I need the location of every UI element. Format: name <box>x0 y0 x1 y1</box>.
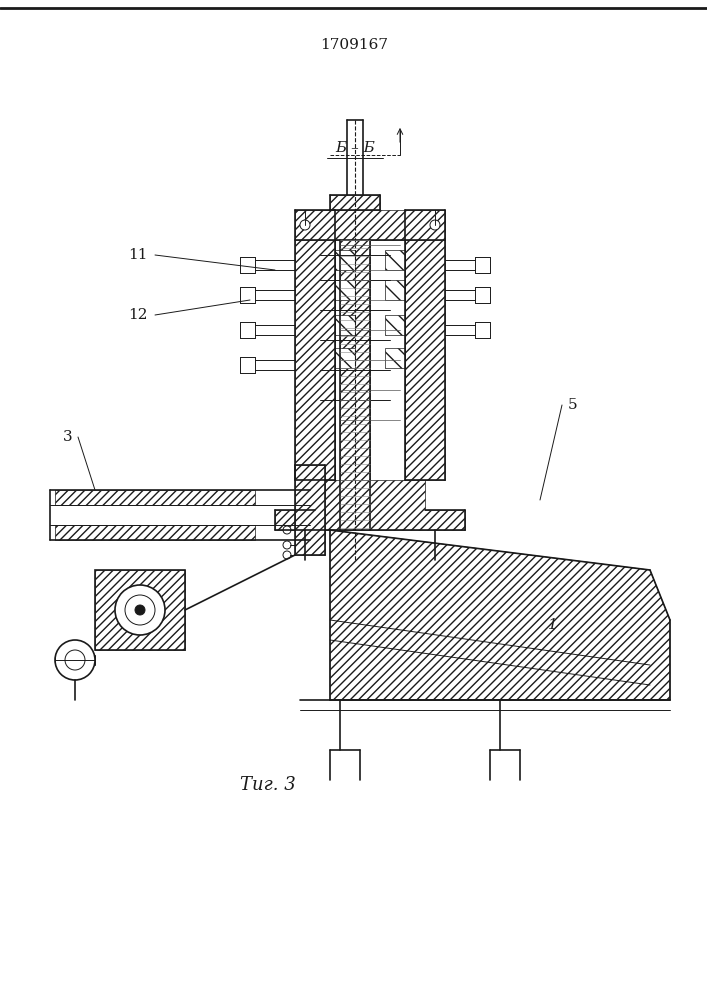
Polygon shape <box>335 250 355 270</box>
Polygon shape <box>295 210 445 240</box>
Polygon shape <box>385 280 405 300</box>
Circle shape <box>135 605 145 615</box>
Polygon shape <box>295 210 335 480</box>
Polygon shape <box>330 195 380 210</box>
Polygon shape <box>295 465 325 555</box>
Text: 3: 3 <box>62 430 72 444</box>
Polygon shape <box>335 348 355 368</box>
Polygon shape <box>330 530 670 700</box>
Circle shape <box>300 220 310 230</box>
Text: 1709167: 1709167 <box>320 38 388 52</box>
Text: 1: 1 <box>548 618 558 632</box>
Polygon shape <box>55 525 255 540</box>
Text: 11: 11 <box>129 248 148 262</box>
Polygon shape <box>385 348 405 368</box>
Text: Б – Б: Б – Б <box>335 141 375 155</box>
Text: Τиг. 3: Τиг. 3 <box>240 776 296 794</box>
Circle shape <box>283 526 291 534</box>
Circle shape <box>55 640 95 680</box>
Circle shape <box>430 220 440 230</box>
Circle shape <box>283 541 291 549</box>
Polygon shape <box>405 210 445 480</box>
Polygon shape <box>275 480 465 530</box>
Text: 5: 5 <box>568 398 578 412</box>
Circle shape <box>115 585 165 635</box>
Bar <box>95 570 185 650</box>
Polygon shape <box>335 315 355 335</box>
Polygon shape <box>95 570 185 650</box>
Circle shape <box>283 551 291 559</box>
Text: 12: 12 <box>129 308 148 322</box>
Polygon shape <box>385 250 405 270</box>
Polygon shape <box>340 240 370 530</box>
Polygon shape <box>55 490 255 505</box>
Polygon shape <box>335 280 355 300</box>
Polygon shape <box>385 315 405 335</box>
Circle shape <box>125 595 155 625</box>
Circle shape <box>65 650 85 670</box>
